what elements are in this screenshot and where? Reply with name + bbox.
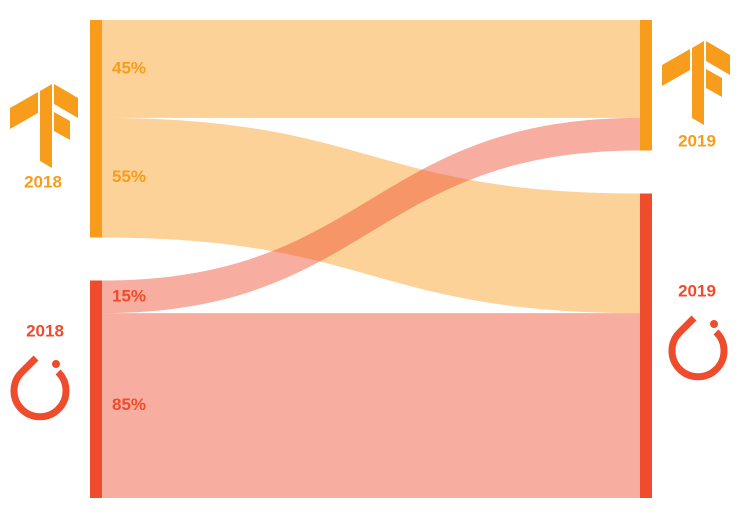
flow-value-label: 85%: [112, 395, 146, 414]
pytorch-logo: [668, 315, 728, 381]
flow: [102, 313, 640, 498]
nodes: [90, 20, 652, 498]
node-label: 2019: [678, 131, 716, 150]
node-bar: [640, 193, 652, 498]
flow-value-label: 15%: [112, 286, 146, 305]
pytorch-logo-dot: [710, 320, 718, 328]
tensorflow-logo: [10, 84, 78, 168]
node-bar: [90, 20, 102, 238]
flow-value-label: 55%: [112, 167, 146, 186]
pytorch-logo-dot: [52, 360, 60, 368]
node-bar: [640, 20, 652, 151]
node-label: 2019: [678, 281, 716, 300]
pytorch-logo: [10, 355, 70, 421]
flow: [102, 20, 640, 118]
node-bar: [90, 280, 102, 498]
tensorflow-logo: [662, 41, 730, 125]
node-label: 2018: [24, 172, 62, 191]
labels: 45% 55% 15% 85% 2018 2018 2019 2019: [24, 58, 716, 414]
flow: [102, 117, 640, 314]
flows: [102, 20, 640, 498]
flow-value-label: 45%: [112, 58, 146, 77]
flow: [102, 117, 640, 314]
node-label: 2018: [26, 321, 64, 340]
